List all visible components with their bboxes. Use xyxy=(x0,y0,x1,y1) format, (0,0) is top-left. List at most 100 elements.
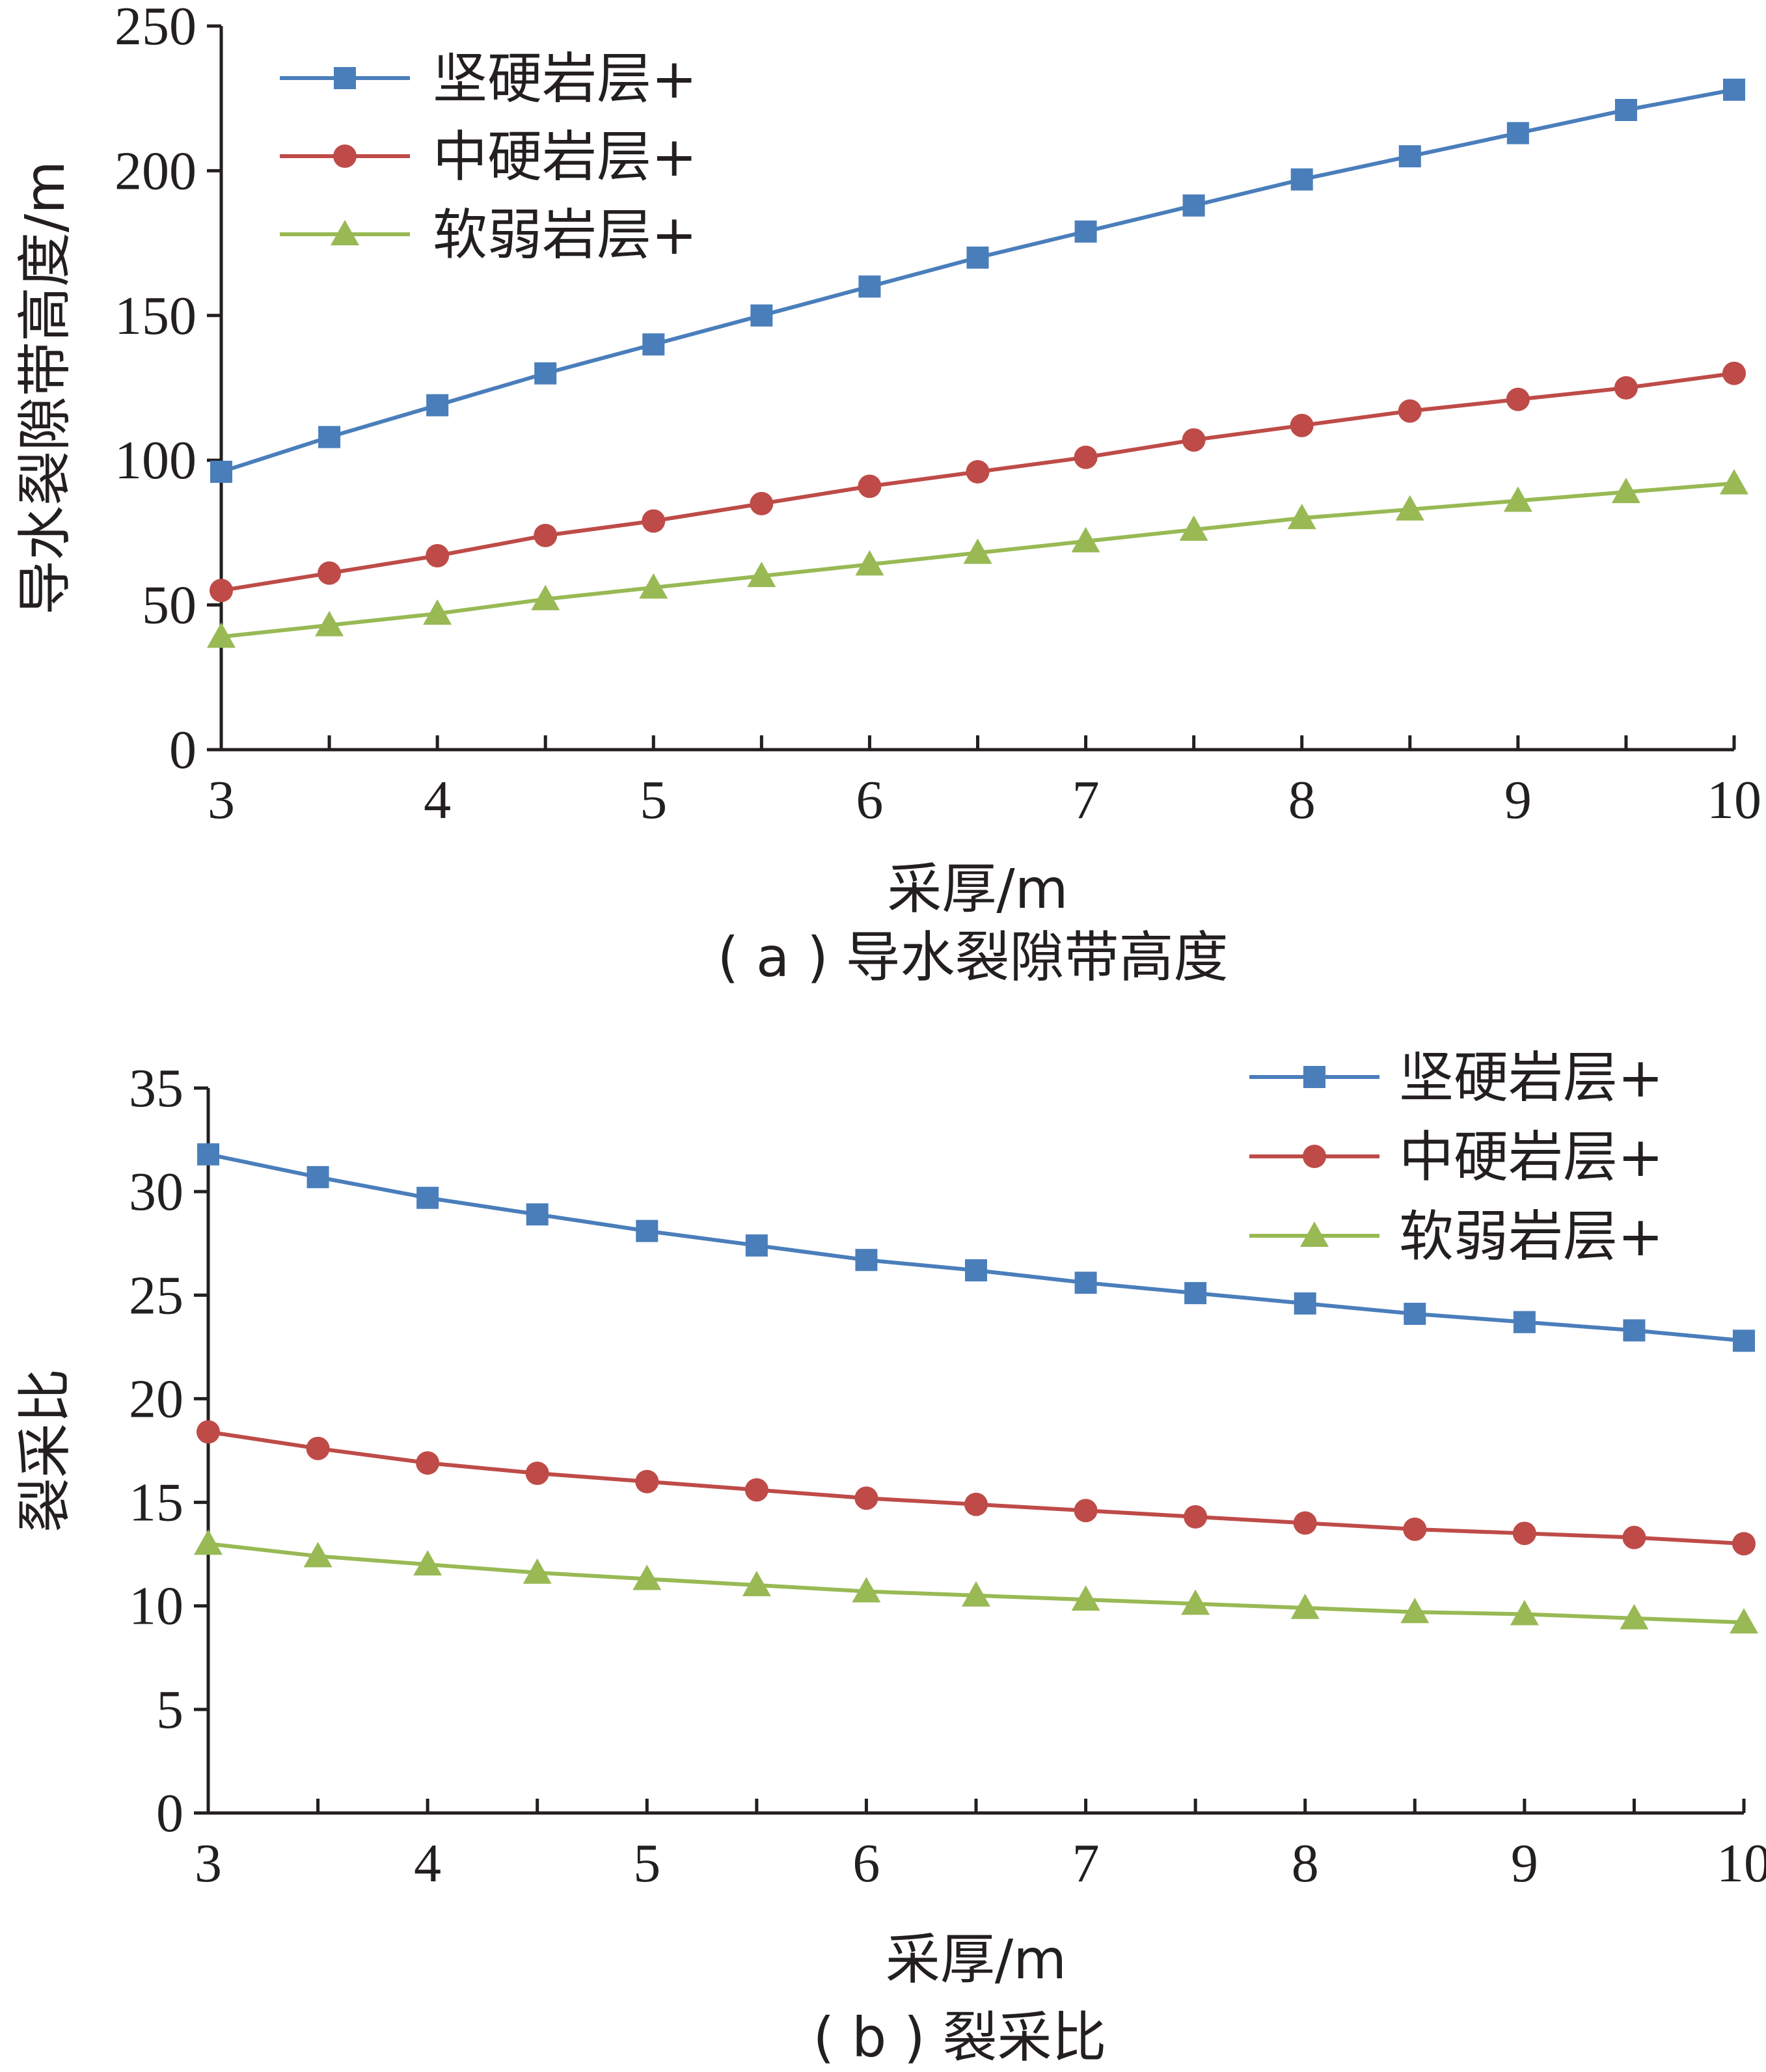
data-point xyxy=(1182,194,1205,217)
series-hard xyxy=(210,78,1745,483)
data-point xyxy=(635,1469,659,1493)
series-line xyxy=(208,1430,1745,1546)
data-point xyxy=(1622,1525,1646,1549)
series-weak xyxy=(207,469,1748,648)
x-tick-label: 5 xyxy=(640,770,667,830)
data-point xyxy=(303,1542,333,1568)
data-point xyxy=(207,622,236,648)
data-point xyxy=(525,1462,549,1486)
data-point xyxy=(1395,495,1424,521)
x-tick-label: 3 xyxy=(208,770,235,830)
data-point xyxy=(1182,428,1206,452)
data-point xyxy=(523,1558,552,1584)
data-point xyxy=(1074,445,1098,469)
x-tick-label: 10 xyxy=(1707,770,1761,830)
data-point xyxy=(750,304,773,327)
chart-b-ratio: 0 5 10 15 20 25 30 35 3 4 5 6 7 8 9 10 采厚/m 裂采比 坚硬岩层+ 中硬岩层+… xyxy=(13,1046,1766,1991)
x-tick-label: 9 xyxy=(1504,770,1532,830)
data-point xyxy=(1074,1272,1097,1294)
data-point xyxy=(1620,1603,1649,1629)
legend-marker xyxy=(331,220,359,245)
data-point xyxy=(742,1570,771,1596)
series-weak xyxy=(194,1529,1758,1634)
data-point xyxy=(1290,1593,1320,1619)
x-tick-label: 6 xyxy=(852,1833,880,1894)
data-point xyxy=(1071,1585,1100,1611)
data-point xyxy=(1512,1521,1536,1546)
legend: 坚硬岩层+ 中硬岩层+ 软弱岩层+ xyxy=(1249,1046,1663,1268)
data-point xyxy=(306,1436,330,1460)
data-point xyxy=(965,1259,987,1282)
legend-marker xyxy=(1300,1221,1329,1247)
x-tick-label: 5 xyxy=(633,1833,660,1894)
data-point xyxy=(1179,515,1208,541)
series-medium xyxy=(197,1420,1756,1556)
data-point xyxy=(1074,1499,1098,1523)
chart-a-height: 0 50 100 150 200 250 3 4 5 6 7 8 9 10 采厚/m 导水裂隙带高度/m 坚硬岩… xyxy=(13,0,1761,921)
y-tick-label: 50 xyxy=(142,575,197,636)
data-point xyxy=(1614,376,1638,400)
data-point xyxy=(413,1550,442,1576)
data-point xyxy=(315,610,344,636)
data-point xyxy=(534,523,558,547)
y-tick-label: 10 xyxy=(129,1576,183,1637)
data-point xyxy=(966,246,989,269)
legend-label: 软弱岩层+ xyxy=(433,203,697,267)
x-tick-label: 10 xyxy=(1717,1833,1766,1894)
x-tick-label: 6 xyxy=(856,770,883,830)
data-point xyxy=(1400,1598,1430,1624)
data-point xyxy=(747,562,776,588)
data-point xyxy=(642,333,665,356)
data-point xyxy=(632,1564,662,1590)
data-point xyxy=(636,1220,659,1242)
data-point xyxy=(416,1451,440,1475)
x-tick-label: 3 xyxy=(195,1833,222,1894)
data-point xyxy=(1730,1608,1758,1634)
x-tick-label: 7 xyxy=(1072,770,1100,830)
y-tick-label: 150 xyxy=(115,286,197,346)
data-point xyxy=(963,538,992,564)
data-point xyxy=(194,1529,223,1555)
data-point xyxy=(966,459,990,484)
data-point xyxy=(964,1492,988,1516)
y-tick-label: 35 xyxy=(129,1058,183,1119)
data-point xyxy=(526,1203,549,1226)
data-point xyxy=(745,1234,768,1257)
data-point xyxy=(210,579,233,603)
data-point xyxy=(854,1486,878,1510)
legend-marker xyxy=(333,144,357,168)
x-tick-label: 8 xyxy=(1288,770,1316,830)
data-point xyxy=(855,1249,878,1272)
data-point xyxy=(1722,361,1746,385)
data-point xyxy=(423,599,452,625)
y-tick-label: 0 xyxy=(169,720,197,780)
caption-a: ( a ) 导水裂隙带高度 xyxy=(717,925,1228,989)
y-tick-label: 0 xyxy=(156,1783,183,1844)
x-tick-label: 9 xyxy=(1511,1833,1538,1894)
legend-label: 坚硬岩层+ xyxy=(433,47,697,111)
x-tick-label: 4 xyxy=(414,1833,441,1894)
data-point xyxy=(1720,469,1748,495)
data-point xyxy=(531,584,560,610)
data-point xyxy=(426,543,450,567)
legend-marker xyxy=(1303,1066,1325,1088)
data-point xyxy=(210,460,232,483)
legend: 坚硬岩层+ 中硬岩层+ 软弱岩层+ xyxy=(280,47,697,267)
y-tick-label: 15 xyxy=(129,1473,183,1533)
legend-label: 中硬岩层+ xyxy=(433,125,697,189)
data-point xyxy=(318,561,342,585)
data-point xyxy=(858,275,881,298)
data-point xyxy=(1398,399,1422,423)
data-point xyxy=(1506,122,1529,144)
x-tick-label: 8 xyxy=(1292,1833,1319,1894)
data-point xyxy=(1506,387,1530,411)
data-point xyxy=(1290,168,1313,191)
data-point xyxy=(1071,526,1100,552)
y-tick-label: 250 xyxy=(115,0,197,57)
data-point xyxy=(1287,504,1316,530)
data-point xyxy=(1404,1302,1426,1325)
data-point xyxy=(1513,1311,1536,1333)
x-axis-title: 采厚/m xyxy=(886,1928,1066,1991)
data-point xyxy=(197,1420,220,1444)
